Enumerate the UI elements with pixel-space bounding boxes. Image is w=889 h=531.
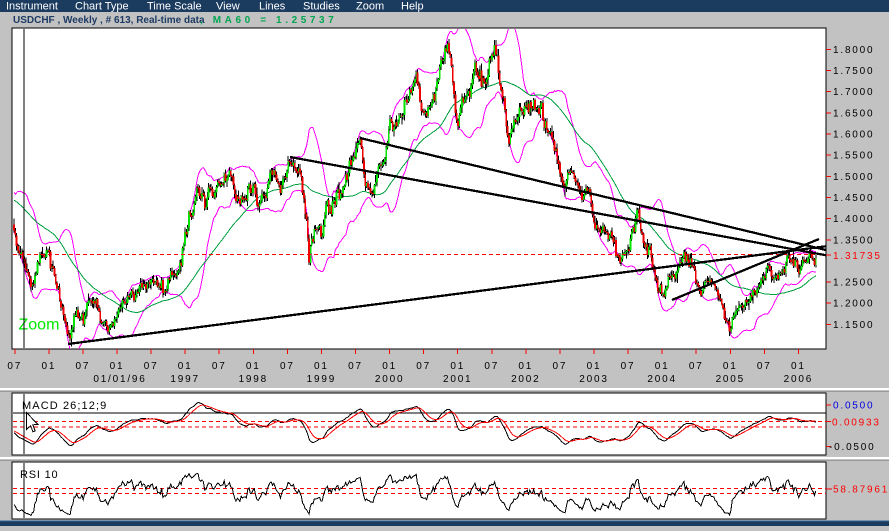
svg-text:1.7500: 1.7500	[833, 66, 874, 77]
svg-text:0.00933: 0.00933	[832, 418, 881, 429]
svg-text:1.6500: 1.6500	[833, 108, 874, 119]
svg-text:1.3500: 1.3500	[833, 235, 874, 246]
svg-text:1.5500: 1.5500	[833, 151, 874, 162]
svg-text:07: 07	[212, 361, 227, 372]
svg-text:01: 01	[723, 361, 738, 372]
svg-text:-0.0500: -0.0500	[829, 442, 876, 453]
svg-text:2004: 2004	[647, 374, 676, 385]
svg-text:1998: 1998	[239, 374, 268, 385]
svg-text:2001: 2001	[443, 374, 472, 385]
svg-text:RSI 10: RSI 10	[20, 469, 58, 481]
svg-text:07: 07	[689, 361, 704, 372]
svg-text:01: 01	[314, 361, 329, 372]
svg-text:07: 07	[553, 361, 568, 372]
svg-text:, MA60 = 1.25737: , MA60 = 1.25737	[200, 15, 337, 26]
svg-text:1.5000: 1.5000	[833, 172, 874, 183]
svg-text:View: View	[216, 1, 240, 13]
svg-text:2000: 2000	[375, 374, 404, 385]
svg-text:1.8000: 1.8000	[833, 45, 874, 56]
svg-text:07: 07	[621, 361, 636, 372]
svg-text:Lines: Lines	[259, 1, 286, 13]
svg-text:07: 07	[7, 361, 22, 372]
svg-text:1.2000: 1.2000	[833, 299, 874, 310]
svg-text:07: 07	[76, 361, 91, 372]
svg-text:1.1500: 1.1500	[833, 320, 874, 331]
svg-text:01: 01	[246, 361, 261, 372]
svg-text:1999: 1999	[307, 374, 336, 385]
svg-text:1.4000: 1.4000	[833, 214, 874, 225]
svg-text:07: 07	[416, 361, 431, 372]
svg-text:01: 01	[655, 361, 670, 372]
svg-text:1.4500: 1.4500	[833, 193, 874, 204]
svg-text:07: 07	[280, 361, 295, 372]
svg-text:58.87961: 58.87961	[833, 485, 889, 496]
svg-text:2002: 2002	[511, 374, 540, 385]
svg-text:1.2500: 1.2500	[833, 278, 874, 289]
svg-text:1.31735: 1.31735	[833, 251, 882, 262]
svg-text:2006: 2006	[784, 374, 813, 385]
svg-text:01: 01	[42, 361, 57, 372]
svg-text:07: 07	[484, 361, 499, 372]
svg-text:07: 07	[144, 361, 159, 372]
svg-text:MACD 26;12;9: MACD 26;12;9	[22, 400, 107, 412]
svg-text:1.6000: 1.6000	[833, 130, 874, 141]
svg-text:0.0500: 0.0500	[833, 401, 874, 412]
svg-text:01: 01	[110, 361, 125, 372]
svg-text:01: 01	[382, 361, 397, 372]
svg-text:07: 07	[757, 361, 772, 372]
svg-text:2003: 2003	[579, 374, 608, 385]
svg-text:Chart Type: Chart Type	[75, 1, 129, 13]
svg-text:Help: Help	[401, 1, 424, 13]
svg-text:Zoom: Zoom	[356, 1, 384, 13]
svg-text:01/01/96: 01/01/96	[93, 374, 146, 385]
svg-text:07: 07	[348, 361, 363, 372]
svg-text:01: 01	[178, 361, 193, 372]
svg-text:Zoom: Zoom	[19, 317, 60, 334]
svg-text:01: 01	[518, 361, 533, 372]
svg-text:Time Scale: Time Scale	[147, 1, 202, 13]
svg-text:USDCHF , Weekly , # 613, Real-: USDCHF , Weekly , # 613, Real-time data	[13, 15, 205, 26]
svg-text:Instrument: Instrument	[6, 1, 58, 13]
svg-text:1997: 1997	[170, 374, 199, 385]
svg-text:1.7000: 1.7000	[833, 87, 874, 98]
svg-text:2005: 2005	[716, 374, 745, 385]
svg-text:01: 01	[791, 361, 806, 372]
svg-text:Studies: Studies	[303, 1, 340, 13]
svg-text:01: 01	[450, 361, 465, 372]
svg-text:01: 01	[587, 361, 602, 372]
